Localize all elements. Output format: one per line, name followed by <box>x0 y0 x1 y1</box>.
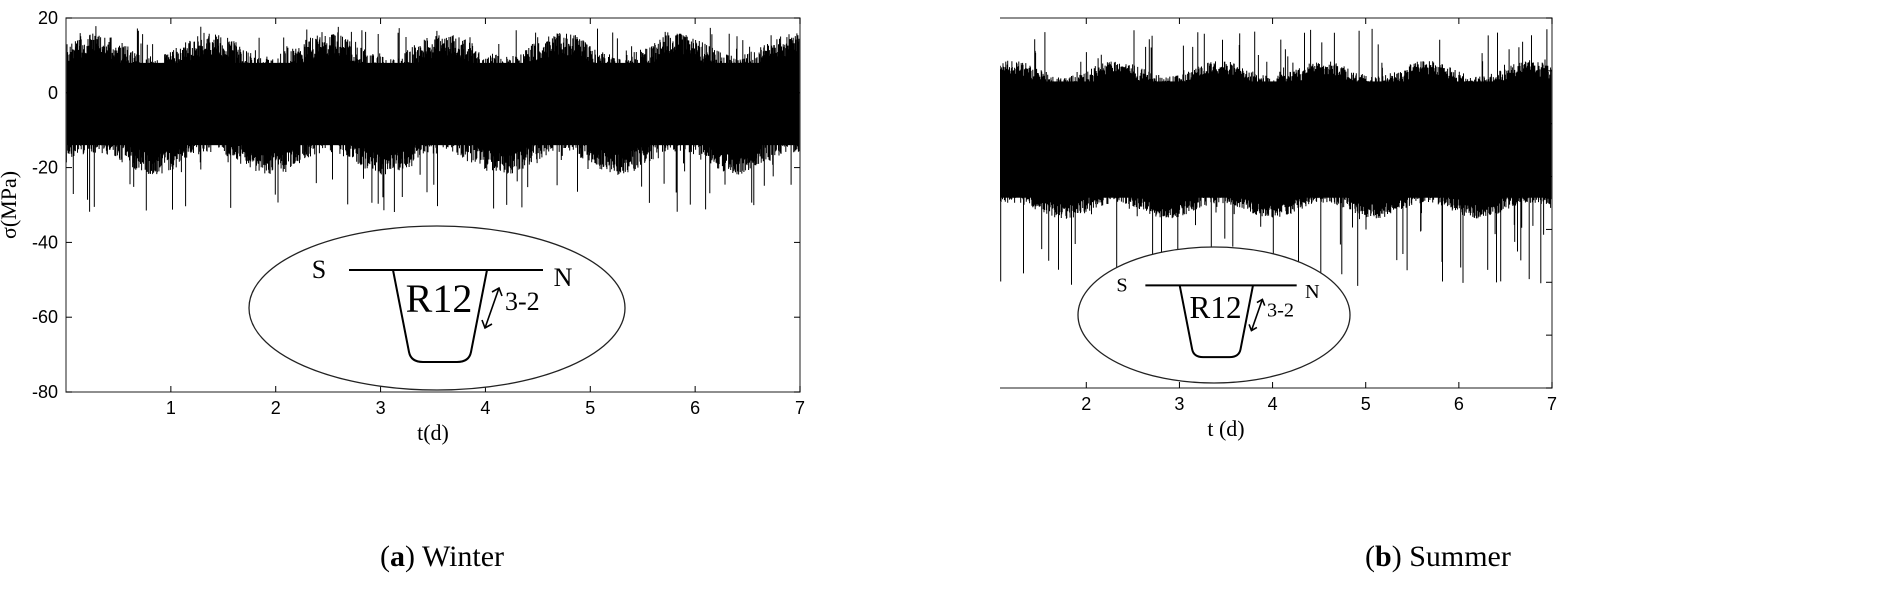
inset-label-gauge: 3-2 <box>505 287 540 316</box>
x-tick-label: 1 <box>166 398 176 418</box>
chart-panel-summer: 40200-20-40-60-80-1001234567t (d)σ (MPa)… <box>1000 0 1899 591</box>
x-tick-label: 3 <box>1174 394 1184 414</box>
x-axis-label: t (d) <box>1207 416 1244 441</box>
x-tick-label: 3 <box>376 398 386 418</box>
caption-winter: (a) Winter <box>380 540 505 573</box>
x-tick-label: 4 <box>480 398 490 418</box>
chart-summer: 40200-20-40-60-80-1001234567t (d)σ (MPa)… <box>1000 17 1557 441</box>
x-tick-label: 5 <box>585 398 595 418</box>
y-tick-label: -80 <box>32 382 58 402</box>
x-tick-label: 6 <box>690 398 700 418</box>
x-tick-label: 6 <box>1454 394 1464 414</box>
inset-label-gauge: 3-2 <box>1267 300 1294 322</box>
x-tick-label: 7 <box>795 398 805 418</box>
inset-label-rib: R12 <box>1190 290 1242 325</box>
plot-frame <box>1000 17 1553 389</box>
x-tick-label: 5 <box>1361 394 1371 414</box>
caption-label-b: b <box>1375 540 1392 573</box>
inset-label-s: S <box>312 255 326 284</box>
inset-label-s: S <box>1116 275 1127 297</box>
caption-text-a: Winter <box>421 540 505 573</box>
y-tick-label: -20 <box>32 158 58 178</box>
caption-text-b: Summer <box>1409 540 1511 573</box>
y-tick-label: -60 <box>32 307 58 327</box>
chart-panel-winter: 20 0 -20 -40 -60 -80 1 2 3 4 5 6 7 t(d) σ(MPa) S N R12 3-2… <box>0 8 805 573</box>
plot-frame <box>65 17 801 393</box>
x-tick-label: 7 <box>1547 394 1557 414</box>
u-rib-outline <box>1178 285 1254 359</box>
gauge-arrow-line <box>1250 299 1264 331</box>
gauge-arrow-head <box>1256 298 1266 306</box>
gauge-arrow-head <box>491 286 503 297</box>
inset-diagram: S N R12 3-2 <box>248 225 626 391</box>
x-tick-label: 2 <box>271 398 281 418</box>
gauge-arrow-head <box>481 319 493 330</box>
inset-ellipse <box>248 225 626 391</box>
x-axis-label: t(d) <box>417 420 449 445</box>
x-tick-label: 4 <box>1268 394 1278 414</box>
u-rib-outline <box>392 269 488 363</box>
gauge-arrow-head <box>1248 324 1258 332</box>
caption-label-a: a <box>390 540 405 573</box>
y-tick-label: 0 <box>48 83 58 103</box>
inset-diagram: S N R12 3-2 <box>1077 246 1351 384</box>
caption-summer: (b) Summer <box>1365 540 1511 573</box>
y-tick-label: -40 <box>32 232 58 252</box>
inset-label-n: N <box>554 263 573 292</box>
signal-trace <box>65 26 801 212</box>
x-tick-label: 2 <box>1081 394 1091 414</box>
gauge-arrow-line <box>484 287 500 329</box>
inset-label-n: N <box>1305 281 1320 303</box>
y-axis-label: σ(MPa) <box>0 171 21 239</box>
signal-trace <box>1000 28 1553 287</box>
inset-ellipse <box>1077 246 1351 384</box>
inset-label-rib: R12 <box>406 276 473 321</box>
y-tick-label: 20 <box>38 8 58 28</box>
chart-winter: 20 0 -20 -40 -60 -80 1 2 3 4 5 6 7 t(d) σ(MPa) S N R12 3-2 <box>0 8 805 445</box>
